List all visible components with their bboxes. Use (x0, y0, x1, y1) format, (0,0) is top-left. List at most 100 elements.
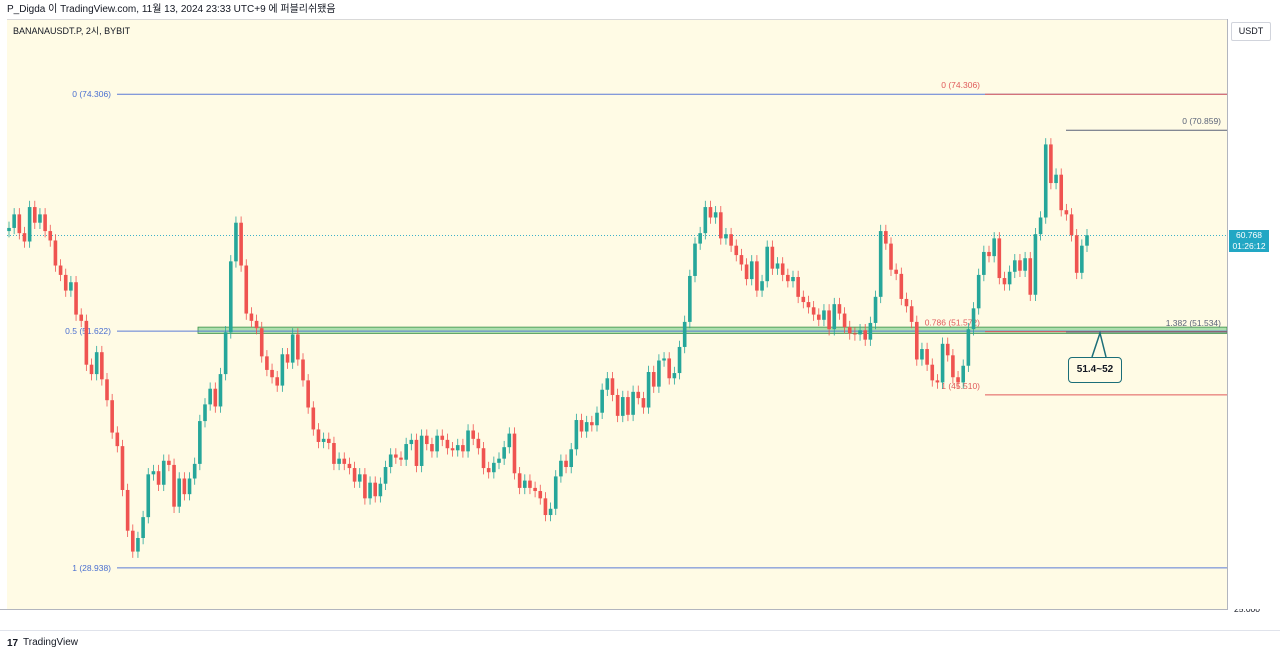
candle-body (1074, 235, 1079, 273)
candle-body (151, 471, 156, 475)
candle-body (605, 378, 610, 390)
candle-body (760, 281, 764, 291)
candle-body (1054, 174, 1058, 184)
candle-body (522, 480, 527, 488)
candle-body (749, 261, 754, 280)
candle-body (17, 214, 22, 234)
candle-body (466, 430, 470, 452)
candle-body (718, 212, 723, 239)
candle-body (301, 359, 305, 381)
candle-body (1080, 245, 1084, 273)
candle-body (373, 482, 378, 497)
candle-body (677, 346, 682, 374)
candle-body (873, 296, 878, 323)
candle-body (858, 330, 862, 335)
time-axis[interactable] (0, 609, 1228, 631)
candle-body (198, 421, 202, 464)
candle-body (430, 444, 434, 452)
candle-body (600, 389, 604, 413)
candle-body (559, 460, 563, 477)
candle-body (141, 517, 145, 539)
candle-body (920, 349, 924, 360)
candle-body (172, 464, 176, 507)
candle-body (265, 356, 269, 370)
candle-body (156, 471, 161, 485)
last-price-tag: 60.768 01:26:12 (1229, 230, 1269, 252)
candle-body (94, 352, 99, 375)
candle-body (296, 334, 300, 360)
candle-body (502, 447, 506, 459)
candle-body (1012, 260, 1017, 272)
candle-body (816, 314, 821, 320)
candle-body (982, 251, 986, 275)
candle-body (347, 463, 352, 469)
candle-body (662, 358, 666, 361)
candle-body (486, 468, 491, 473)
candle-body (574, 420, 579, 450)
candle-body (620, 397, 625, 416)
candle-body (43, 214, 47, 232)
candle-body (1085, 235, 1089, 246)
candle-body (285, 354, 290, 363)
candle-body (853, 333, 857, 335)
candle-body (863, 330, 868, 340)
candle-body (208, 388, 212, 405)
candle-body (837, 304, 842, 314)
candle-body (136, 538, 140, 552)
candle-body (682, 321, 687, 347)
publish-header: P_Digda 이 TradingView.com, 11월 13, 2024 … (0, 0, 1280, 19)
candle-body (259, 328, 264, 357)
footer-bar: 17 TradingView (0, 630, 1280, 654)
candle-body (569, 449, 574, 468)
candle-body (7, 227, 11, 232)
candle-body (729, 234, 733, 246)
candle-body (543, 498, 548, 516)
symbol-title: BANANAUSDT.P, 2시, BYBIT (13, 26, 131, 36)
zone-callout: 51.4~52 (1068, 357, 1122, 383)
candle-body (383, 467, 388, 484)
chart-pane[interactable] (7, 19, 1227, 610)
candle-body (234, 222, 238, 262)
price-tick-label: 25.000 (1234, 604, 1260, 614)
candle-body (290, 334, 295, 363)
price-axis[interactable] (1227, 19, 1280, 609)
candle-body (177, 478, 182, 507)
currency-button[interactable]: USDT (1231, 22, 1271, 41)
candle-body (84, 320, 89, 365)
candle-body (12, 214, 16, 228)
candle-body (450, 448, 455, 451)
candle-body (254, 320, 259, 329)
candle-body (770, 246, 775, 269)
candle-body (832, 304, 837, 330)
candle-body (249, 313, 254, 321)
candle-body (533, 487, 537, 492)
candle-body (801, 296, 806, 303)
candle-body (868, 322, 873, 340)
candle-body (889, 243, 893, 270)
candle-body (167, 460, 171, 465)
candle-body (956, 377, 960, 383)
candle-body (244, 265, 249, 314)
fib-mid-label: 0 (74.306) (941, 80, 980, 90)
candle-body (53, 240, 58, 266)
candle-body (79, 314, 84, 321)
candle-body (827, 310, 831, 330)
candle-body (966, 329, 971, 366)
publish-text: P_Digda 이 TradingView.com, 11월 13, 2024 … (7, 4, 336, 15)
candle-body (610, 378, 615, 395)
candle-body (899, 273, 904, 299)
candle-body (471, 430, 476, 439)
candle-body (806, 302, 811, 308)
candle-body (1023, 258, 1027, 271)
candle-body (925, 349, 929, 365)
candle-body (1002, 278, 1007, 285)
candle-body (275, 377, 280, 386)
candle-body (1043, 144, 1048, 218)
candle-body (976, 274, 981, 309)
candle-body (744, 264, 749, 280)
candle-body (22, 233, 27, 242)
candle-body (1064, 210, 1069, 215)
candle-body (445, 439, 450, 449)
candle-body (125, 489, 130, 531)
candle-body (399, 457, 403, 460)
